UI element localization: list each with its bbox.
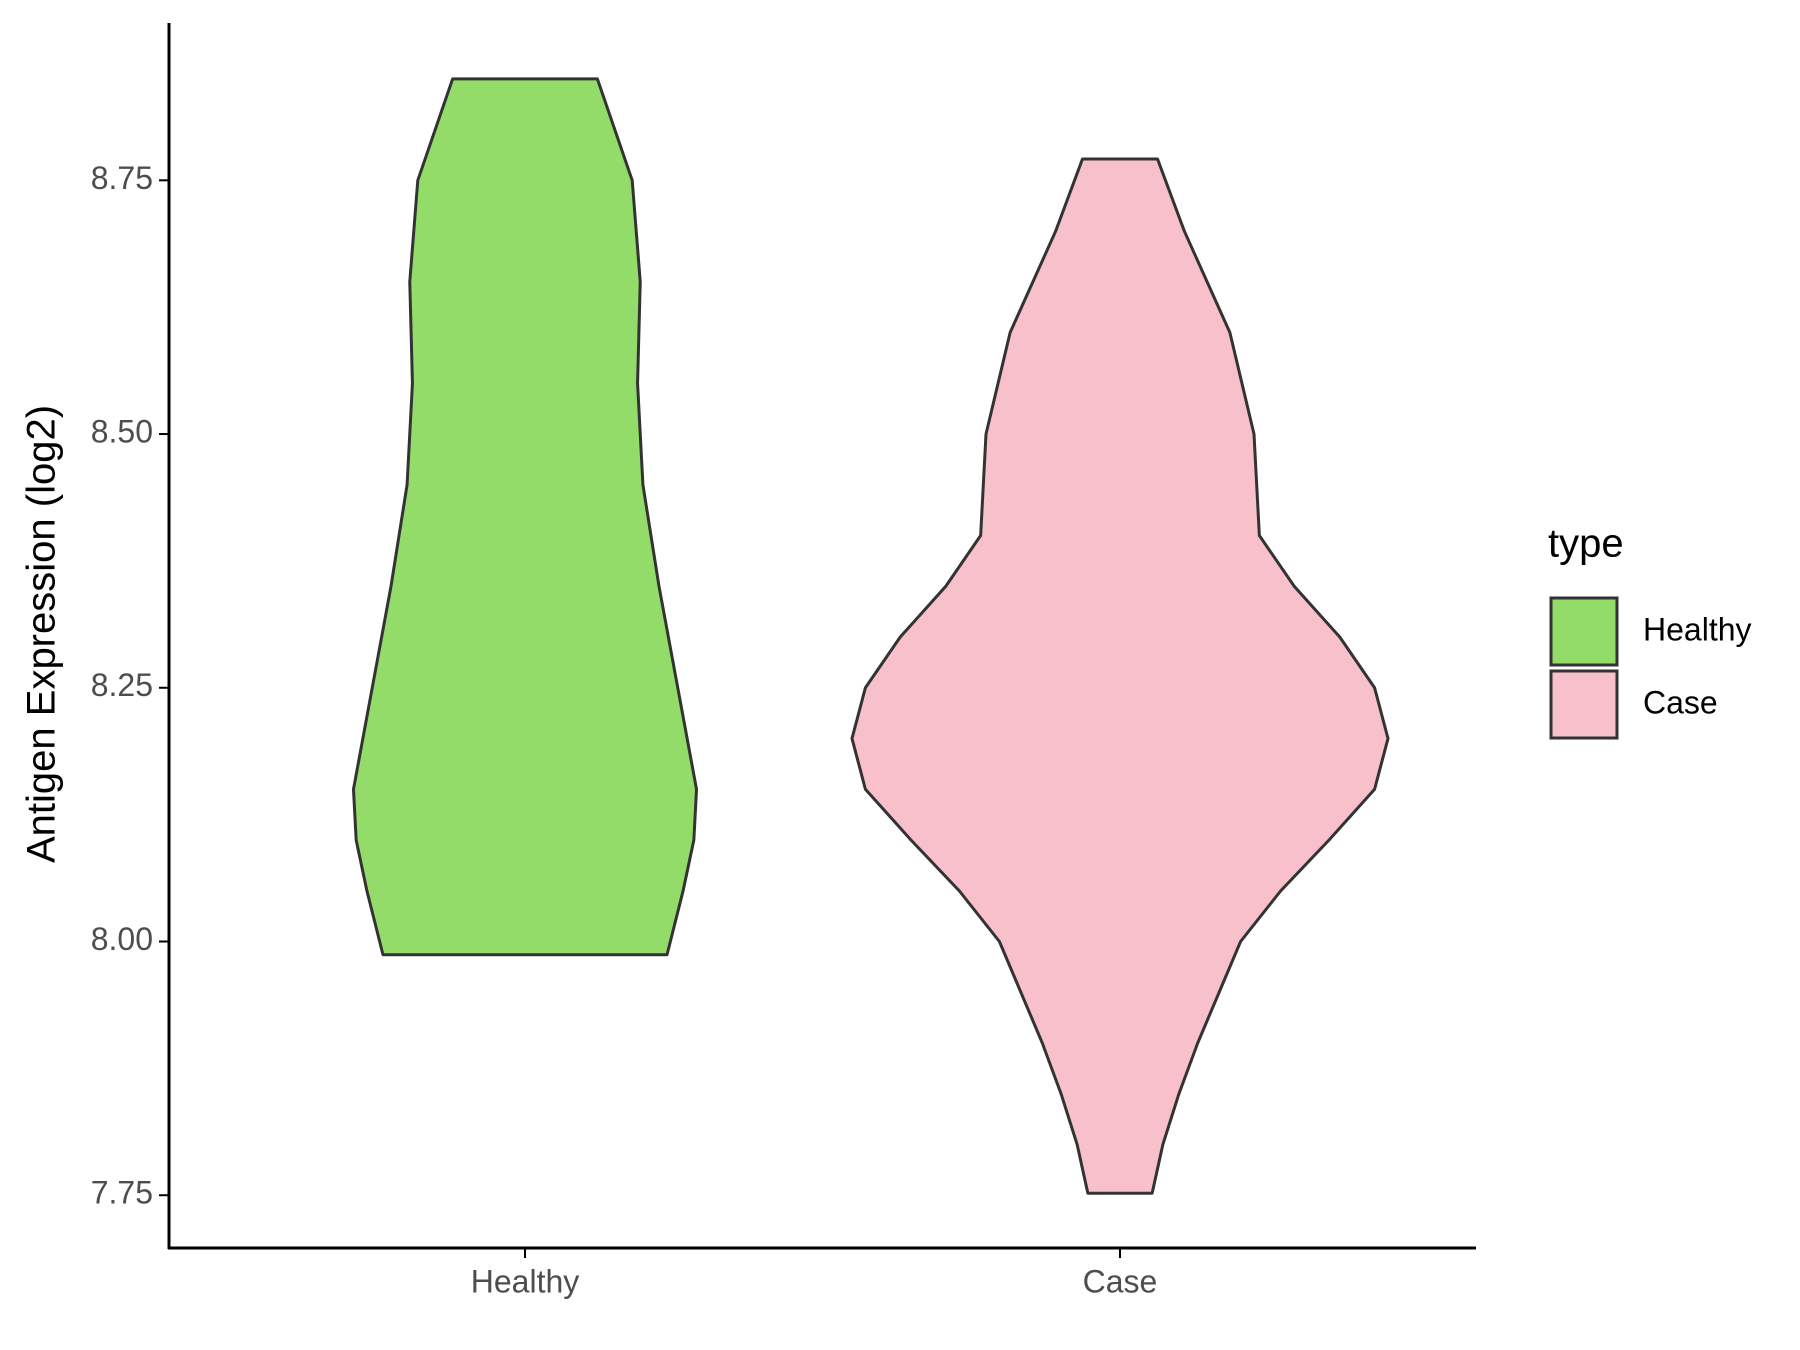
y-tick-label: 8.75 xyxy=(91,160,153,196)
y-axis-title: Antigen Expression (log2) xyxy=(20,405,64,863)
legend-key xyxy=(1549,596,1619,667)
y-tick-label: 8.50 xyxy=(91,413,153,449)
x-tick-label: Healthy xyxy=(471,1263,580,1299)
x-tick-label: Case xyxy=(1083,1263,1158,1299)
violin xyxy=(351,77,699,957)
y-tick-label: 8.25 xyxy=(91,667,153,703)
y-tick-label: 8.00 xyxy=(91,921,153,957)
violin xyxy=(850,157,1390,1195)
legend-label: Case xyxy=(1643,684,1718,720)
y-tick-label: 7.75 xyxy=(91,1175,153,1211)
legend-title: type xyxy=(1548,522,1624,566)
legend-key xyxy=(1549,669,1619,740)
legend-label: Healthy xyxy=(1643,611,1752,647)
